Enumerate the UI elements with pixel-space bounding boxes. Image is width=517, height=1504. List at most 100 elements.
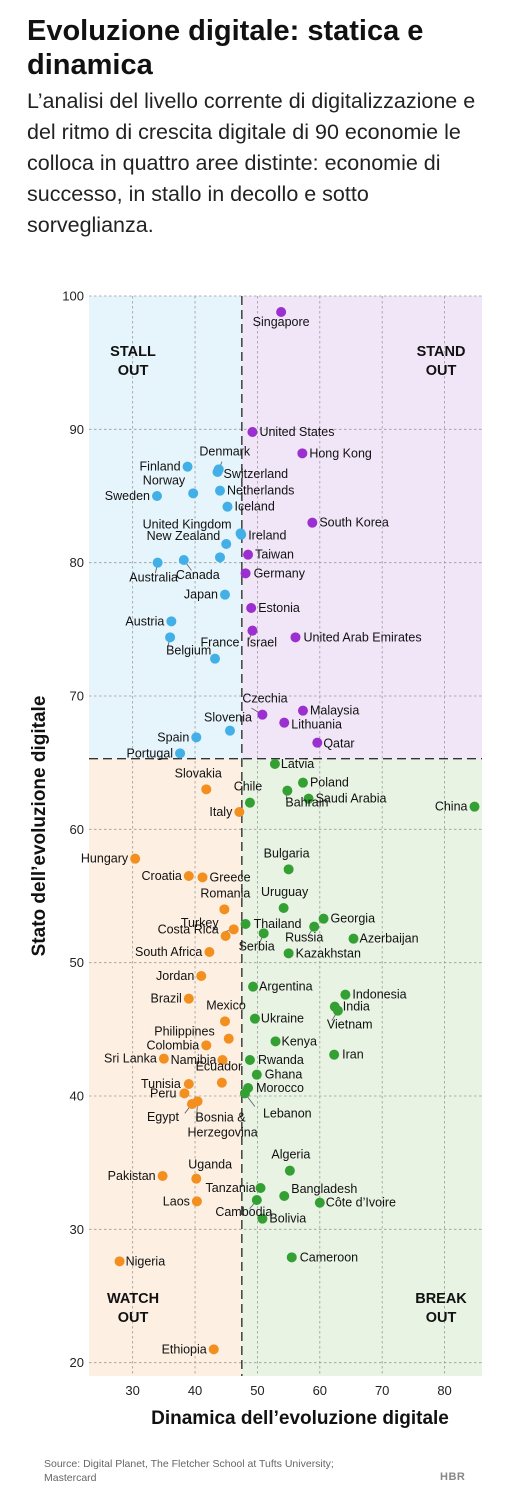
quadrant-label-stand_out-line2: OUT [426, 363, 457, 379]
point-italy [234, 807, 245, 817]
y-tick-label-100: 100 [62, 289, 84, 304]
point-cameroon [286, 1252, 297, 1263]
label-netherlands: Netherlands [227, 484, 294, 498]
point-iran [329, 1049, 340, 1060]
label-bulgaria: Bulgaria [264, 846, 310, 860]
point-mexico [219, 1016, 230, 1027]
point-united-states [247, 427, 258, 437]
point-kazakhstan [283, 948, 294, 959]
point-rwanda [244, 1055, 255, 1065]
label-italy: Italy [209, 805, 233, 819]
label-slovenia: Slovenia [204, 711, 252, 725]
point-c-te-d-ivoire [314, 1197, 325, 1208]
label-indonesia: Indonesia [352, 988, 406, 1002]
point-bangladesh [279, 1191, 290, 1201]
point-belgium [165, 632, 176, 643]
quadrant-dividers [89, 296, 482, 1376]
label-cameroon: Cameroon [300, 1250, 358, 1264]
point-ethiopia [208, 1344, 219, 1355]
label-egypt: Egypt [147, 1110, 179, 1124]
label-bangladesh: Bangladesh [291, 1182, 357, 1196]
point-turkey [220, 931, 231, 941]
label-chile: Chile [234, 780, 263, 794]
point-romania [219, 904, 230, 915]
label-cambodia: Cambodia [215, 1205, 272, 1219]
point-hungary [130, 853, 141, 864]
point-indonesia [340, 989, 351, 1000]
point-russia [309, 921, 320, 932]
x-tick-label-50: 50 [250, 1383, 264, 1398]
label-argentina: Argentina [259, 980, 313, 994]
label-jordan: Jordan [156, 969, 194, 983]
hbr-logo-text: HBR [440, 1471, 466, 1483]
point-philippines [223, 1033, 234, 1044]
label-uganda: Uganda [188, 1158, 232, 1172]
label-united-kingdom: United Kingdom [143, 517, 232, 531]
y-tick-label-90: 90 [70, 422, 84, 437]
point-japan [219, 589, 230, 600]
point-thailand [240, 919, 251, 929]
axis-ticks: 20 30 40 50 60 70 80 90 100 30 40 50 60 70 80 [62, 289, 452, 1399]
point-bulgaria [283, 864, 294, 875]
point-colombia [201, 1040, 212, 1051]
label-denmark: Denmark [199, 444, 250, 458]
point-slovenia [224, 725, 235, 736]
quadrant-stand_out [241, 296, 482, 759]
quadrant-stall_out [89, 296, 242, 759]
quadrant-watch_out [89, 758, 242, 1376]
label-slovakia: Slovakia [175, 766, 222, 780]
point-austria [166, 616, 177, 627]
label-south-africa: South Africa [135, 945, 202, 959]
label-hong-kong: Hong Kong [309, 446, 372, 460]
label-france: France [201, 636, 240, 650]
point-france [210, 653, 221, 664]
quadrant-backgrounds [89, 296, 482, 1376]
point-lebanon [239, 1088, 250, 1099]
quadrant-labels: STALL OUT STAND OUT WATCH OUT BREAK OUT [107, 344, 467, 1326]
point-new-zealand [221, 539, 232, 549]
point-slovakia [201, 784, 212, 795]
label-austria: Austria [125, 614, 164, 628]
point-portugal [175, 748, 186, 759]
point-norway [188, 488, 199, 499]
point-bolivia [257, 1213, 268, 1224]
point-germany-dot [215, 552, 225, 563]
label-rwanda: Rwanda [258, 1053, 304, 1067]
label-china: China [435, 800, 468, 814]
label-ukraine: Ukraine [261, 1012, 304, 1026]
label-malaysia: Malaysia [310, 704, 359, 718]
label-brazil: Brazil [151, 992, 182, 1006]
label-united-states: United States [259, 425, 334, 439]
label-finland: Finland [140, 460, 181, 474]
point-lithuania [279, 717, 290, 728]
point-algeria [284, 1165, 295, 1176]
label-morocco: Morocco [256, 1081, 304, 1095]
point-finland [182, 461, 193, 472]
point-tunisia [183, 1079, 194, 1089]
x-axis-label: Dinamica dell’evoluzione digitale [151, 1408, 449, 1429]
label-iceland: Iceland [234, 500, 274, 514]
label-kenya: Kenya [282, 1034, 317, 1048]
point-poland [297, 777, 308, 788]
point-canada [178, 555, 189, 565]
label-mexico: Mexico [206, 998, 246, 1012]
point-tanzania [255, 1183, 266, 1193]
label-bosnia-herzegovina-line1: Bosnia & [196, 1110, 247, 1124]
label-algeria: Algeria [271, 1148, 310, 1162]
y-tick-label-60: 60 [70, 822, 84, 837]
label-qatar: Qatar [323, 737, 354, 751]
quadrant-label-watch_out-line1: WATCH [107, 1291, 159, 1307]
label-bolivia: Bolivia [269, 1212, 306, 1226]
point-chile [244, 797, 255, 808]
chart-title: Evoluzione digitale: statica e dinamica [27, 15, 424, 81]
label-c-te-d-ivoire: Côte d’Ivoire [326, 1196, 396, 1210]
point-malaysia [297, 705, 308, 716]
point-hong-kong [297, 448, 308, 459]
label-serbia: Serbia [239, 939, 275, 953]
label-turkey: Turkey [181, 916, 219, 930]
point-south-korea [307, 517, 318, 528]
label-lebanon: Lebanon [263, 1106, 312, 1120]
quadrant-label-break_out-line2: OUT [426, 1310, 457, 1326]
point-taiwan [243, 549, 254, 560]
label-croatia: Croatia [142, 869, 182, 883]
